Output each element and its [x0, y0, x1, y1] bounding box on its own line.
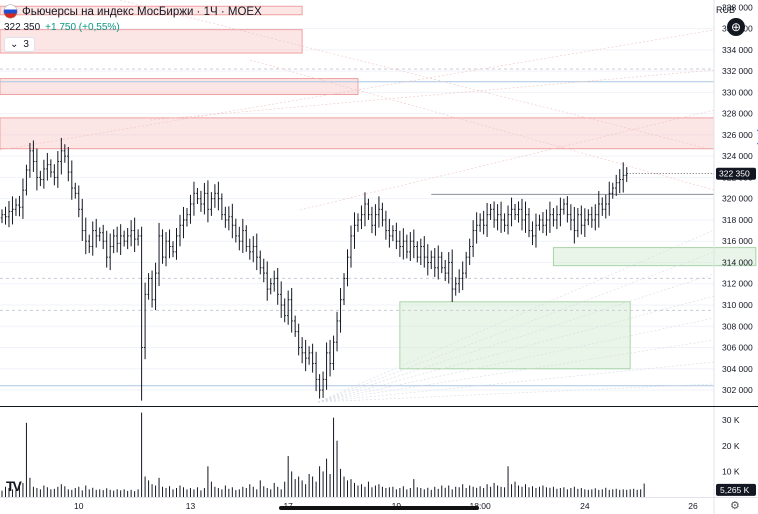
fan-line	[317, 273, 715, 403]
fan-line	[0, 29, 715, 151]
price-tick-label: 328 000	[722, 109, 753, 119]
fan-line	[317, 339, 715, 403]
fan-line	[317, 295, 715, 403]
price-tick-label: 338 000	[722, 2, 753, 12]
price-tick-label: 330 000	[722, 87, 753, 97]
price-tick-label: 308 000	[722, 321, 753, 331]
candles	[0, 137, 628, 401]
gear-icon[interactable]: ⚙	[730, 500, 740, 512]
price-tick-label: 306 000	[722, 343, 753, 353]
symbol-title[interactable]: Фьючерсы на индекс МосБиржи · 1Ч · MOEX	[22, 5, 262, 18]
tradingview-logo: TV	[6, 478, 22, 494]
fan-line	[317, 251, 715, 403]
fan-line	[299, 109, 715, 211]
price-tick-label: 332 000	[722, 66, 753, 76]
volume-tick-label: 30 K	[722, 415, 740, 425]
price-tick-label: 320 000	[722, 194, 753, 204]
time-tick-label: 10	[74, 501, 84, 511]
last-price: 322 350	[4, 22, 41, 33]
price-tick-label: 304 000	[722, 364, 753, 374]
last-price-tag-label: 322 350	[719, 169, 750, 179]
fan-line	[249, 59, 715, 191]
last-price-tag	[716, 167, 756, 180]
price-tick-label: 326 000	[722, 130, 753, 140]
price-row: 322 350 +1 750 (+0,55%)	[4, 22, 262, 33]
price-tick-label: 316 000	[722, 236, 753, 246]
price-tick-label: 334 000	[722, 45, 753, 55]
green-zone	[552, 247, 757, 267]
last-volume-tag-label: 5,265 K	[720, 485, 750, 495]
volume-bars	[1, 412, 645, 497]
last-volume-tag	[716, 483, 756, 496]
red-zone	[0, 117, 715, 150]
red-zone	[0, 78, 359, 95]
price-tick-label: 314 000	[722, 257, 753, 267]
grid	[0, 28, 714, 391]
time-tick-label: 13	[186, 501, 196, 511]
price-tick-label: 312 000	[722, 279, 753, 289]
price-tick-label: 302 000	[722, 385, 753, 395]
russia-flag-icon	[4, 5, 17, 18]
plus-icon[interactable]: ⊕	[727, 18, 745, 36]
price-change: +1 750 (+0,55%)	[45, 22, 120, 33]
green-zone	[399, 301, 631, 370]
fan-line	[317, 317, 715, 403]
chart-header: Фьючерсы на индекс МосБиржи · 1Ч · MOEX …	[4, 4, 262, 52]
currency-label[interactable]: RUB	[716, 5, 736, 15]
fan-line	[149, 69, 715, 121]
chevron-down-icon: ⌄	[10, 39, 19, 50]
red-zone	[0, 5, 303, 16]
indicators-count: 3	[23, 39, 29, 50]
red-zone	[0, 29, 303, 54]
time-tick-label: 24	[580, 501, 590, 511]
volume-tick-label: 10 K	[722, 466, 740, 476]
volume-tick-label: 20 K	[722, 441, 740, 451]
time-tick-label: 18:00	[469, 501, 491, 511]
price-tick-label: 324 000	[722, 151, 753, 161]
drawing-lines	[0, 68, 714, 387]
price-tick-label: 318 000	[722, 215, 753, 225]
drawing-zones	[0, 5, 757, 370]
price-tick-label: 310 000	[722, 300, 753, 310]
indicators-toggle-button[interactable]: ⌄ 3	[4, 37, 35, 52]
drawing-fan-lines	[0, 0, 715, 403]
time-tick-label: 26	[688, 501, 698, 511]
home-indicator	[279, 506, 479, 510]
